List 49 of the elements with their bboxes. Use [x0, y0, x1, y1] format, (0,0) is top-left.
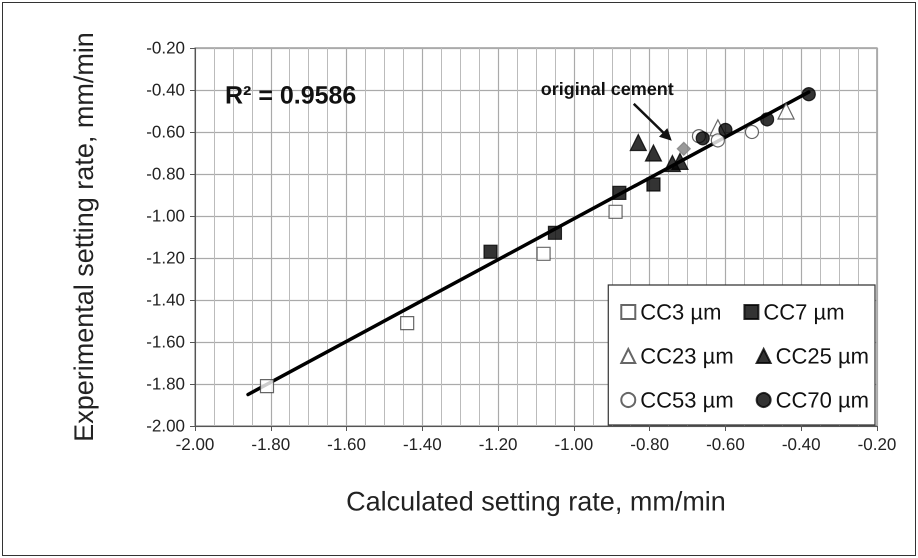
point: [644, 144, 662, 162]
legend-label: CC53 µm: [640, 388, 734, 412]
x-tick-label: -2.00: [176, 435, 214, 454]
point: [710, 133, 725, 148]
point: [612, 186, 626, 200]
point: [718, 122, 733, 137]
point: [744, 124, 760, 140]
point: [646, 177, 661, 192]
x-tick-label: -1.80: [251, 435, 290, 454]
legend-label: CC70 µm: [776, 388, 870, 412]
y-tick-label: -0.20: [146, 38, 185, 58]
point: [802, 87, 816, 102]
y-tick-label: -0.40: [146, 80, 185, 100]
y-tick-label: -1.00: [146, 206, 185, 226]
x-tick-label: -1.40: [402, 435, 442, 454]
annotation: original cement: [540, 78, 674, 99]
y-axis-title: Experimental setting rate, mm/min: [69, 32, 99, 442]
x-tick-label: -0.20: [858, 435, 896, 454]
point: [260, 379, 274, 394]
y-tick-label: -1.80: [146, 374, 185, 394]
y-tick-label: -1.60: [146, 332, 185, 352]
point: [483, 244, 498, 259]
point: [777, 102, 795, 120]
y-tick-label: -2.00: [146, 416, 185, 436]
x-tick-label: -0.60: [706, 435, 745, 454]
point: [630, 134, 647, 152]
point: [760, 112, 774, 126]
x-axis-title: Calculated setting rate, mm/min: [346, 486, 726, 516]
point: [400, 316, 414, 330]
x-tick-label: -1.00: [554, 435, 594, 454]
y-tick-label: -0.60: [146, 122, 185, 142]
legend-label: CC25 µm: [776, 344, 870, 368]
legend-label: CC7 µm: [763, 300, 845, 324]
x-tick-label: -1.20: [478, 435, 518, 454]
point: [676, 142, 691, 156]
legend-label: CC3 µm: [640, 300, 722, 324]
y-tick-label: -0.80: [146, 164, 185, 184]
point: [671, 152, 689, 170]
y-tick-label: -1.20: [146, 248, 185, 268]
legend-label: CC23 µm: [640, 344, 734, 368]
point: [536, 246, 551, 261]
x-tick-label: -1.60: [327, 435, 366, 454]
y-tick-label: -1.40: [146, 290, 185, 310]
point: [608, 204, 623, 219]
x-tick-label: -0.80: [630, 435, 670, 454]
annotation: R² = 0.9586: [225, 82, 356, 110]
point: [548, 226, 562, 240]
point: [696, 131, 710, 146]
x-tick-label: -0.40: [782, 435, 821, 454]
